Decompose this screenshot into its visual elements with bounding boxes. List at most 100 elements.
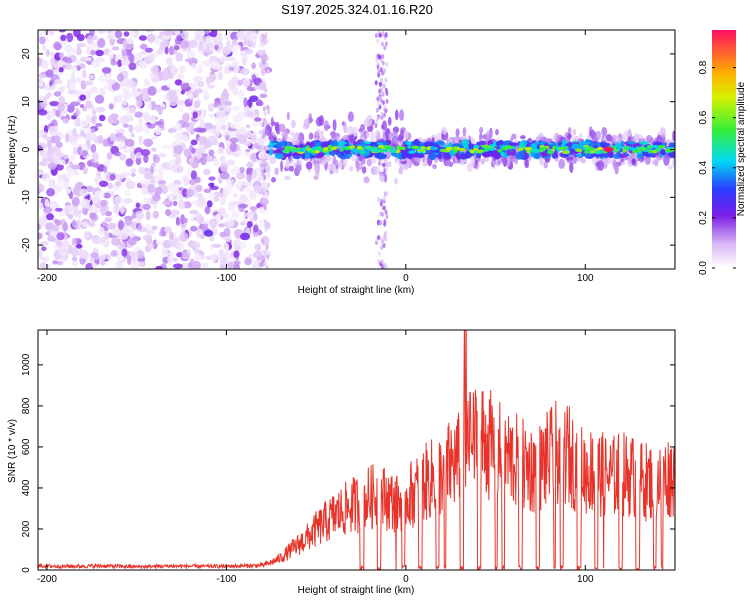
noise-blob — [222, 186, 231, 197]
noise-blob — [258, 262, 265, 267]
noise-blob — [155, 186, 163, 195]
streak-blob — [381, 41, 384, 47]
noise-blob — [259, 93, 268, 99]
noise-blob — [125, 180, 136, 190]
noise-blob — [39, 36, 46, 45]
signal-bright — [646, 144, 653, 149]
noise-blob — [171, 241, 178, 248]
noise-blob — [227, 218, 235, 228]
noise-blob — [182, 122, 190, 128]
noise-blob — [101, 236, 106, 243]
noise-blob — [199, 233, 205, 240]
streak-blob — [378, 81, 382, 87]
signal-bright — [463, 145, 469, 150]
signal-bright — [289, 148, 296, 153]
noise-blob — [208, 182, 214, 187]
noise-blob — [215, 122, 221, 133]
noise-blob — [101, 221, 107, 227]
signal-halo — [356, 161, 360, 173]
signal-halo — [572, 128, 577, 136]
noise-blob — [64, 204, 74, 213]
streak-blob — [384, 104, 388, 110]
signal-bright — [358, 150, 367, 154]
noise-blob — [217, 146, 225, 155]
streak-blob — [385, 62, 389, 68]
streak-blob — [385, 214, 389, 220]
streak-blob — [382, 83, 386, 89]
signal-bright — [383, 145, 392, 149]
noise-blob — [201, 223, 209, 229]
noise-blob — [38, 223, 41, 231]
signal-core — [276, 141, 283, 150]
noise-blob — [70, 101, 81, 107]
noise-blob — [124, 189, 131, 197]
streak-blob — [265, 38, 269, 44]
signal-core — [411, 140, 421, 145]
streak-blob — [267, 109, 271, 115]
noise-blob — [254, 243, 262, 251]
signal-bright — [458, 147, 466, 152]
noise-blob — [82, 106, 88, 112]
signal-core — [575, 153, 583, 157]
signal-halo — [470, 156, 476, 168]
streak-blob — [381, 30, 385, 36]
noise-blob — [38, 130, 42, 139]
signal-halo — [379, 173, 385, 183]
streak-blob — [266, 192, 270, 198]
signal-halo — [264, 124, 271, 136]
noise-blob — [218, 223, 226, 228]
noise-blob — [128, 124, 134, 133]
noise-blob — [253, 224, 259, 233]
noise-blob — [191, 241, 201, 250]
signal-halo — [646, 134, 653, 143]
signal-halo — [413, 161, 420, 167]
noise-blob — [89, 30, 95, 37]
noise-blob — [252, 119, 259, 128]
streak-blob — [264, 226, 268, 232]
noise-blob — [70, 72, 76, 82]
noise-blob — [77, 135, 83, 140]
signal-core — [551, 153, 559, 159]
noise-blob — [38, 183, 45, 193]
noise-blob — [179, 232, 189, 242]
noise-blob — [95, 203, 101, 209]
streak-blob — [377, 72, 381, 78]
snr-x-label: Height of straight line (km) — [298, 585, 415, 596]
signal-core — [337, 153, 342, 158]
noise-blob — [152, 210, 159, 219]
noise-blob — [154, 106, 165, 112]
noise-blob — [41, 59, 49, 70]
noise-blob — [190, 139, 198, 146]
noise-blob — [248, 32, 258, 42]
noise-blob — [121, 99, 128, 106]
noise-blob — [38, 81, 44, 87]
noise-blob — [57, 102, 65, 112]
noise-blob — [65, 189, 71, 195]
noise-blob — [208, 176, 216, 181]
noise-blob — [132, 212, 137, 219]
noise-blob — [220, 124, 227, 131]
signal-halo — [332, 119, 337, 132]
noise-blob — [103, 165, 108, 174]
noise-blob — [147, 86, 157, 96]
noise-blob — [176, 34, 182, 42]
noise-blob — [190, 215, 196, 222]
noise-blob — [244, 257, 252, 266]
noise-blob — [102, 138, 110, 147]
noise-blob — [81, 150, 88, 157]
snr-x-tick-label: 0 — [403, 574, 409, 585]
noise-blob — [204, 206, 211, 215]
noise-blob — [131, 172, 136, 177]
signal-bright — [446, 146, 453, 151]
noise-blob — [56, 260, 64, 266]
signal-bright — [356, 145, 362, 150]
noise-blob — [70, 153, 76, 162]
noise-blob — [115, 128, 125, 134]
streak-blob — [265, 62, 269, 68]
noise-blob — [193, 100, 201, 108]
noise-blob — [177, 73, 185, 80]
noise-blob — [144, 172, 153, 180]
streak-blob — [261, 238, 265, 244]
signal-halo — [265, 164, 271, 174]
